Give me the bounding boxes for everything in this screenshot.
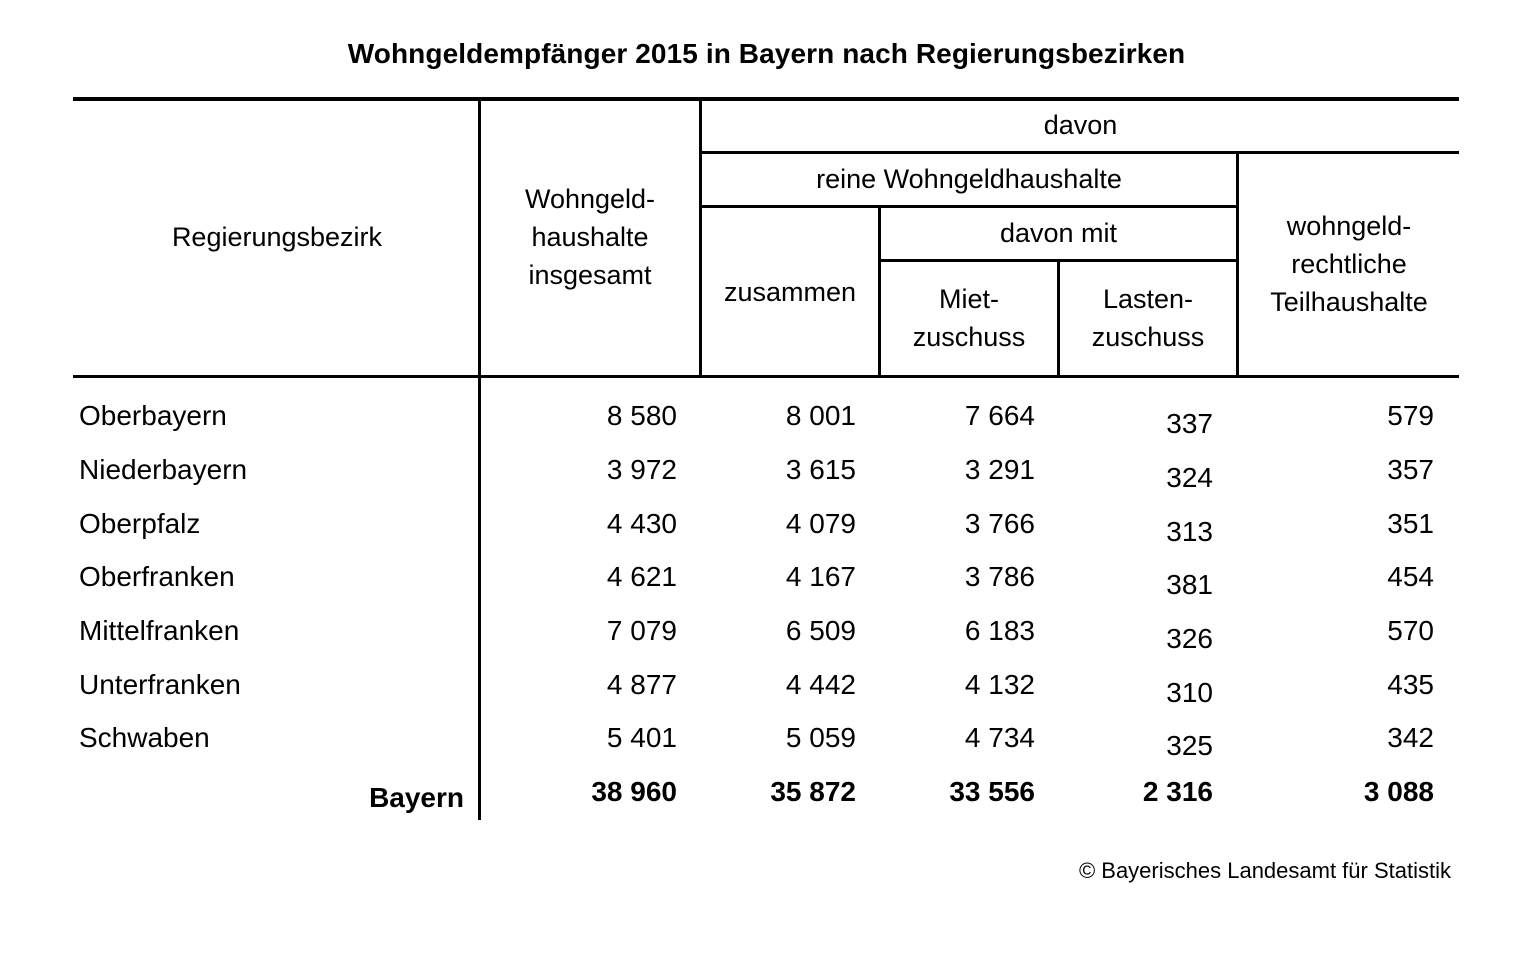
header-lastenzuschuss: Lasten- zuschuss	[1091, 284, 1205, 352]
table-title: Wohngeldempfänger 2015 in Bayern nach Re…	[347, 38, 1186, 69]
region-name: Oberpfalz	[79, 508, 201, 539]
header-wohngeldhaushalte-insgesamt: Wohngeld- haushalte insgesamt	[524, 184, 656, 290]
lasten-value: 313	[1166, 516, 1213, 547]
teil-value: 342	[1387, 722, 1434, 753]
total-value: 4 621	[606, 561, 677, 592]
lasten-value: 381	[1166, 569, 1213, 600]
zusammen-value: 4 079	[785, 508, 856, 539]
zusammen-value: 3 615	[785, 454, 856, 485]
total-column-rule	[699, 100, 702, 377]
davon-mit-rule	[880, 259, 1238, 262]
teil-value: 579	[1387, 400, 1434, 431]
total-row-zusammen: 35 872	[770, 776, 856, 807]
teil-value: 435	[1387, 669, 1434, 700]
teil-value: 357	[1387, 454, 1434, 485]
reine-rule	[701, 205, 1238, 208]
total-value: 4 877	[606, 669, 677, 700]
miet-value: 6 183	[964, 615, 1035, 646]
header-teilhaushalte: wohngeld- rechtliche Teilhaushalte	[1270, 211, 1428, 317]
davon-rule	[701, 151, 1459, 154]
zusammen-column-rule	[878, 207, 881, 377]
teil-value: 570	[1387, 615, 1434, 646]
region-name: Niederbayern	[79, 454, 248, 485]
header-reine-wohngeldhaushalte: reine Wohngeldhaushalte	[816, 164, 1122, 194]
zusammen-value: 6 509	[785, 615, 856, 646]
region-name: Schwaben	[79, 722, 210, 753]
region-name: Unterfranken	[79, 669, 241, 700]
lasten-value: 326	[1166, 623, 1213, 654]
total-row-name: Bayern	[369, 782, 464, 813]
zusammen-value: 5 059	[785, 722, 856, 753]
top-rule	[73, 97, 1459, 101]
reine-column-rule	[1236, 153, 1239, 377]
total-row-teil: 3 088	[1363, 776, 1434, 807]
total-row-miet: 33 556	[949, 776, 1035, 807]
zusammen-value: 8 001	[785, 400, 856, 431]
header-mietzuschuss: Miet- zuschuss	[912, 284, 1026, 352]
header-davon: davon	[1043, 110, 1118, 140]
miet-value: 4 734	[964, 722, 1035, 753]
region-column-rule	[478, 100, 481, 820]
header-bottom-rule	[73, 375, 1459, 378]
zusammen-value: 4 167	[785, 561, 856, 592]
miet-value: 3 291	[964, 454, 1035, 485]
header-regierungsbezirk: Regierungsbezirk	[171, 222, 383, 252]
header-davon-mit: davon mit	[999, 218, 1118, 248]
region-name: Oberfranken	[79, 561, 235, 592]
total-value: 5 401	[606, 722, 677, 753]
teil-value: 454	[1387, 561, 1434, 592]
miet-value: 7 664	[964, 400, 1035, 431]
miet-column-rule	[1057, 261, 1060, 377]
teil-value: 351	[1387, 508, 1434, 539]
lasten-value: 310	[1166, 677, 1213, 708]
total-row-total: 38 960	[591, 776, 677, 807]
total-value: 3 972	[606, 454, 677, 485]
total-value: 7 079	[606, 615, 677, 646]
region-name: Mittelfranken	[79, 615, 240, 646]
miet-value: 3 766	[964, 508, 1035, 539]
lasten-value: 324	[1166, 462, 1213, 493]
miet-value: 3 786	[964, 561, 1035, 592]
miet-value: 4 132	[964, 669, 1035, 700]
copyright-footer: © Bayerisches Landesamt für Statistik	[1078, 858, 1451, 883]
region-name: Oberbayern	[79, 400, 227, 431]
total-row-lasten: 2 316	[1142, 776, 1213, 807]
lasten-value: 337	[1166, 408, 1213, 439]
lasten-value: 325	[1166, 730, 1213, 761]
zusammen-value: 4 442	[785, 669, 856, 700]
header-zusammen: zusammen	[723, 277, 857, 307]
total-value: 8 580	[606, 400, 677, 431]
total-value: 4 430	[606, 508, 677, 539]
